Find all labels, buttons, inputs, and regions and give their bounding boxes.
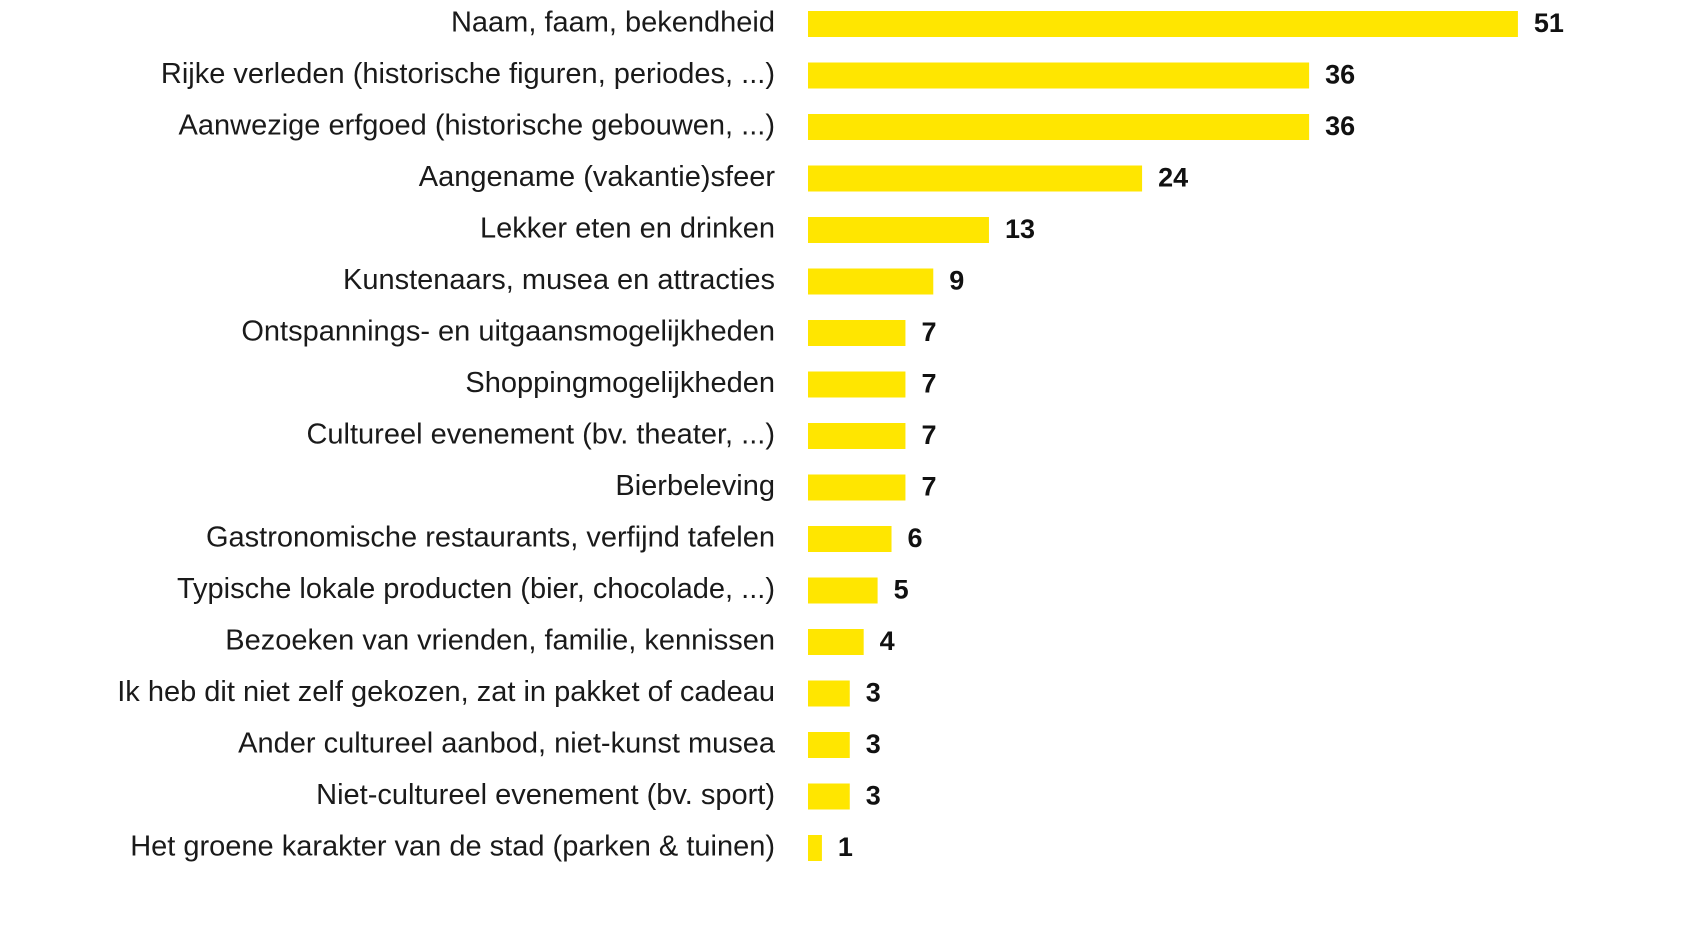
value-label: 3	[866, 781, 881, 811]
bar	[808, 629, 864, 655]
category-label: Ontspannings- en uitgaansmogelijkheden	[241, 316, 775, 348]
category-label: Aangename (vakantie)sfeer	[419, 161, 776, 193]
category-label: Cultureel evenement (bv. theater, ...)	[306, 419, 775, 451]
category-label: Ik heb dit niet zelf gekozen, zat in pak…	[117, 676, 775, 708]
category-label: Ander cultureel aanbod, niet-kunst musea	[238, 728, 776, 760]
value-label: 51	[1534, 8, 1564, 38]
value-label: 7	[921, 420, 936, 450]
bar	[808, 217, 989, 243]
category-label: Bezoeken van vrienden, familie, kennisse…	[225, 625, 775, 657]
value-label: 4	[880, 626, 895, 656]
value-label: 24	[1158, 163, 1188, 193]
bar	[808, 835, 822, 861]
value-label: 5	[894, 575, 909, 605]
value-label: 7	[921, 369, 936, 399]
value-label: 7	[921, 472, 936, 502]
bar	[808, 320, 906, 346]
value-label: 13	[1005, 214, 1035, 244]
category-label: Rijke verleden (historische figuren, per…	[161, 58, 775, 90]
bar	[808, 165, 1143, 192]
category-label: Lekker eten en drinken	[480, 213, 775, 245]
value-label: 6	[908, 523, 923, 553]
value-label: 36	[1325, 60, 1355, 90]
value-label: 36	[1325, 111, 1355, 141]
value-label: 9	[949, 266, 964, 296]
category-label: Gastronomische restaurants, verfijnd taf…	[206, 522, 775, 554]
category-label: Typische lokale producten (bier, chocola…	[177, 573, 775, 605]
category-label: Naam, faam, bekendheid	[451, 7, 775, 39]
category-label: Bierbeleving	[615, 470, 775, 502]
category-label: Niet-cultureel evenement (bv. sport)	[316, 779, 775, 811]
category-label: Shoppingmogelijkheden	[465, 367, 775, 399]
bar	[808, 783, 850, 810]
bar	[808, 114, 1310, 140]
value-label: 3	[866, 678, 881, 708]
bar	[808, 680, 850, 707]
bar	[808, 474, 906, 501]
bar	[808, 371, 906, 398]
value-label: 7	[921, 317, 936, 347]
bar	[808, 577, 878, 604]
bar	[808, 11, 1518, 37]
bar	[808, 268, 934, 295]
category-label: Het groene karakter van de stad (parken …	[130, 831, 775, 863]
value-label: 3	[866, 729, 881, 759]
category-label: Aanwezige erfgoed (historische gebouwen,…	[179, 110, 775, 142]
bar	[808, 62, 1310, 89]
bar	[808, 526, 892, 552]
bar	[808, 423, 906, 449]
category-label: Kunstenaars, musea en attracties	[343, 264, 775, 296]
bar	[808, 732, 850, 758]
value-label: 1	[838, 832, 853, 862]
